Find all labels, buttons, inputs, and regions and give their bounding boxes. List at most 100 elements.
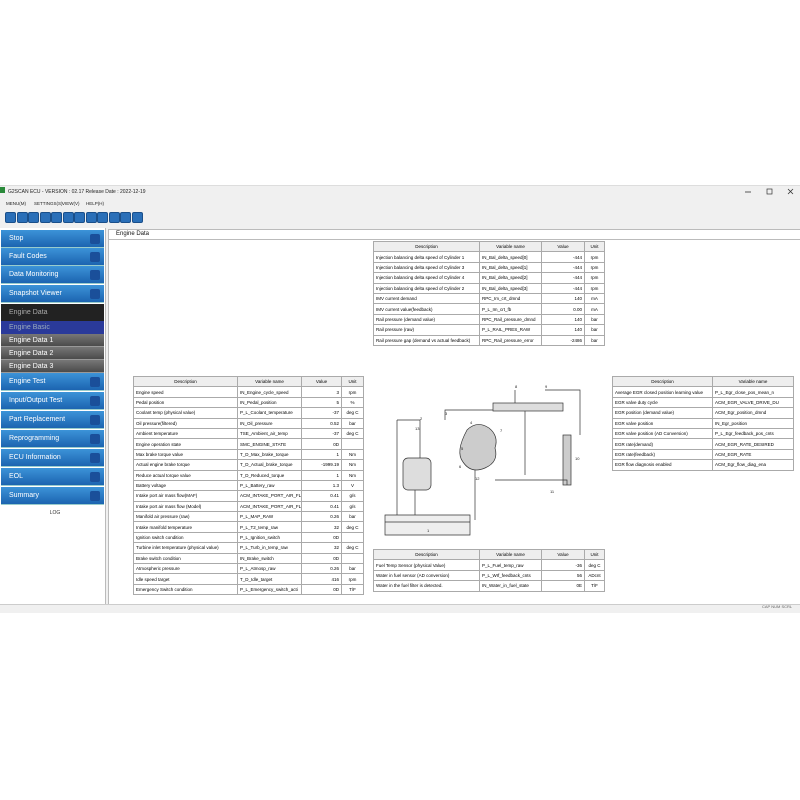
sidebar-item[interactable]: Summary (1, 487, 104, 505)
table-row[interactable]: IMV current value(feedback) P_L_Im_crt_fb… (373, 303, 605, 315)
table-row[interactable]: Fuel Temp Sensor (physical Value) P_L_Fue… (373, 559, 605, 571)
table-row[interactable]: Rail pressure gap (demand vs actual feed… (373, 334, 605, 346)
table-row[interactable]: Turbine inlet temperature (physical valu… (133, 542, 364, 554)
table-cell: P_L_Im_crt_fb (479, 303, 542, 315)
table-cell: Average EGR closed position learning val… (612, 386, 713, 398)
table-cell: EGR rate(demand) (612, 438, 713, 450)
table-row[interactable]: Brake switch condition IN_Brake_switch 0D (133, 552, 364, 565)
table-row[interactable]: Water in the fuel filter is detected. IN_… (373, 580, 605, 592)
toolbar-button[interactable] (120, 212, 131, 223)
table-row[interactable]: Manifold air pressure (raw) P_L_MAP_RAW 0.… (133, 511, 364, 523)
table-row[interactable]: EGR position (demand value) ACM_Egr_posit… (612, 407, 794, 419)
sidebar-icon (90, 377, 100, 387)
table-cell: 0.26 (301, 511, 342, 523)
table-row[interactable]: Average EGR closed position learning val… (612, 386, 794, 398)
table-row[interactable]: Max brake torque value T_D_Max_brake_torq… (133, 448, 364, 461)
table-row[interactable]: Intake port air mass flow (Model) ACM_INT… (133, 500, 364, 513)
toolbar-button[interactable] (74, 212, 85, 223)
sidebar-icon (90, 415, 100, 425)
table-row[interactable]: Injection balancing delta speed of Cylin… (373, 282, 605, 294)
table-cell: EGR flow diagnosis enabled (612, 459, 713, 471)
table-cell: -37 (301, 427, 342, 440)
table-row[interactable]: Rail pressure (demand value) RPC_Rail_pre… (373, 313, 605, 326)
table-row[interactable]: EGR valve duty cycle ACM_EGR_VALVE_DRIVE_… (612, 396, 794, 409)
menu-item[interactable]: SETTINGS(S) (34, 201, 63, 206)
toolbar-button[interactable] (16, 212, 28, 223)
table-cell: 0.26 (301, 563, 342, 575)
table-cell: Rail pressure gap (demand vs actual feed… (373, 334, 480, 346)
table-cell: IN_Bal_delta_speed[2] (479, 272, 542, 284)
table-row[interactable]: EGR valve position (AD Conversion) P_L_Eg… (612, 427, 794, 440)
table-cell: 0D (301, 531, 342, 544)
table-row[interactable]: Ambient temperature TSE_Ambient_air_temp -… (133, 427, 364, 440)
sidebar-item[interactable]: EOL (1, 468, 104, 486)
table-row[interactable]: Oil pressure(filtered) IN_Oil_pressure 0.5… (133, 417, 364, 429)
table-cell: 0D (301, 438, 342, 450)
table-cell: rpm (341, 573, 364, 585)
table-row[interactable]: Engine operation state SMC_ENGINE_STATE 0D (133, 438, 364, 450)
table-cell: 416 (301, 573, 342, 585)
log-button[interactable]: LOG (49, 510, 61, 516)
menu-item[interactable]: VIEW(V) (62, 201, 80, 206)
sidebar-item[interactable]: Engine Data 3 (1, 360, 104, 373)
toolbar-button[interactable] (28, 212, 39, 223)
toolbar-button[interactable] (97, 212, 108, 223)
table-row[interactable]: Reduce actual torque value T_D_Reduced_to… (133, 469, 364, 481)
table-cell: g/s (341, 500, 364, 513)
table-row[interactable]: Water in fuel sensor (AD conversion) P_L_… (373, 569, 605, 582)
table-row[interactable]: Battery voltage P_L_Battery_raw 1.3 V (133, 479, 364, 492)
table-row[interactable]: EGR rate(feedback) ACM_EGR_RATE (612, 448, 794, 461)
window-controls[interactable] (740, 187, 800, 197)
toolbar-button[interactable] (108, 212, 120, 223)
table-cell: 1.3 (301, 479, 342, 492)
table-cell: 32 (301, 542, 342, 554)
toolbar-button[interactable] (5, 212, 16, 223)
menu-item[interactable]: HELP(H) (86, 201, 105, 206)
sidebar-item[interactable]: Part Replacement (1, 411, 104, 429)
toolbar-button[interactable] (131, 212, 143, 223)
sidebar-item[interactable]: Engine Test (1, 373, 104, 391)
table-row[interactable]: Atmospheric pressure P_L_Atmosp_raw 0.26 ba… (133, 563, 364, 575)
toolbar-button[interactable] (85, 212, 97, 223)
sidebar-item[interactable]: Engine Data 2 (1, 347, 104, 360)
table-cell: bar (584, 313, 605, 326)
table-row[interactable]: EGR rate(demand) ACM_EGR_RATE_DESIRED (612, 438, 794, 450)
table-row[interactable]: Engine speed IN_Engine_cycle_speed 3 rpm (133, 386, 364, 398)
panel-title: Engine Data (116, 231, 150, 237)
table-row[interactable]: Idle speed target T_D_Idle_target 416 rpm (133, 573, 364, 585)
table-row[interactable]: Pedal position IN_Pedal_position 5% (133, 396, 364, 409)
toolbar-button[interactable] (62, 212, 74, 223)
toolbar-button[interactable] (51, 212, 62, 223)
sidebar-item[interactable]: Fault Codes (1, 248, 104, 266)
window-title: G2SCAN ECU - VERSION : 02.17 Release Dat… (8, 189, 146, 195)
table-row[interactable]: EGR valve position IN_Egr_position (612, 417, 794, 429)
table-row[interactable]: Ignition switch condition P_L_Ignition_sw… (133, 531, 364, 544)
table-row[interactable]: Coolant temp (physical value) P_L_Coolant… (133, 407, 364, 419)
sidebar-item[interactable]: Snapshot Viewer (1, 285, 104, 303)
sidebar-item[interactable]: Input/Output Test (1, 392, 104, 410)
menu-item[interactable]: MENU(M) (6, 201, 26, 206)
table-cell: Brake switch condition (133, 552, 238, 565)
sidebar-item[interactable]: Engine Data 1 (1, 334, 104, 347)
sidebar-item[interactable]: Reprogramming (1, 430, 104, 448)
table-row[interactable]: Rail pressure (raw) P_L_RAIL_PRES_RAW 140 b… (373, 324, 605, 336)
table-row[interactable]: EGR flow diagnosis enabled ACM_Egr_flow_d… (612, 459, 794, 471)
sidebar-item[interactable]: Data Monitoring (1, 266, 104, 284)
sidebar-item[interactable]: Engine Basic (1, 321, 104, 334)
table-row[interactable]: Intake port air mass flow(MAF) ACM_INTAKE… (133, 490, 364, 502)
toolbar-button[interactable] (39, 212, 51, 223)
table-cell: rpm (584, 261, 605, 274)
table-row[interactable]: Actual engine brake torque T_D_Actual_bra… (133, 459, 364, 471)
table-row[interactable]: Intake manifold temperature P_L_T2_temp_r… (133, 521, 364, 533)
table-row[interactable]: Emergency Switch condition P_L_Emergency_… (133, 583, 364, 596)
table-row[interactable]: Injection balancing delta speed of Cylin… (373, 251, 605, 263)
table-row[interactable]: Injection balancing delta speed of Cylin… (373, 261, 605, 274)
sidebar-item[interactable]: Engine Data (1, 304, 104, 321)
table-cell: Idle speed target (133, 573, 238, 585)
table-cell: P_L_Atmosp_raw (237, 563, 302, 575)
sidebar-item[interactable]: Stop (1, 230, 104, 248)
table-cell: IN_Bal_delta_speed[3] (479, 282, 542, 294)
sidebar-item[interactable]: ECU Information (1, 449, 104, 467)
table-row[interactable]: IMV current demand RPC_Im_crt_dmnd 140 mA (373, 292, 605, 305)
table-row[interactable]: Injection balancing delta speed of Cylin… (373, 272, 605, 284)
